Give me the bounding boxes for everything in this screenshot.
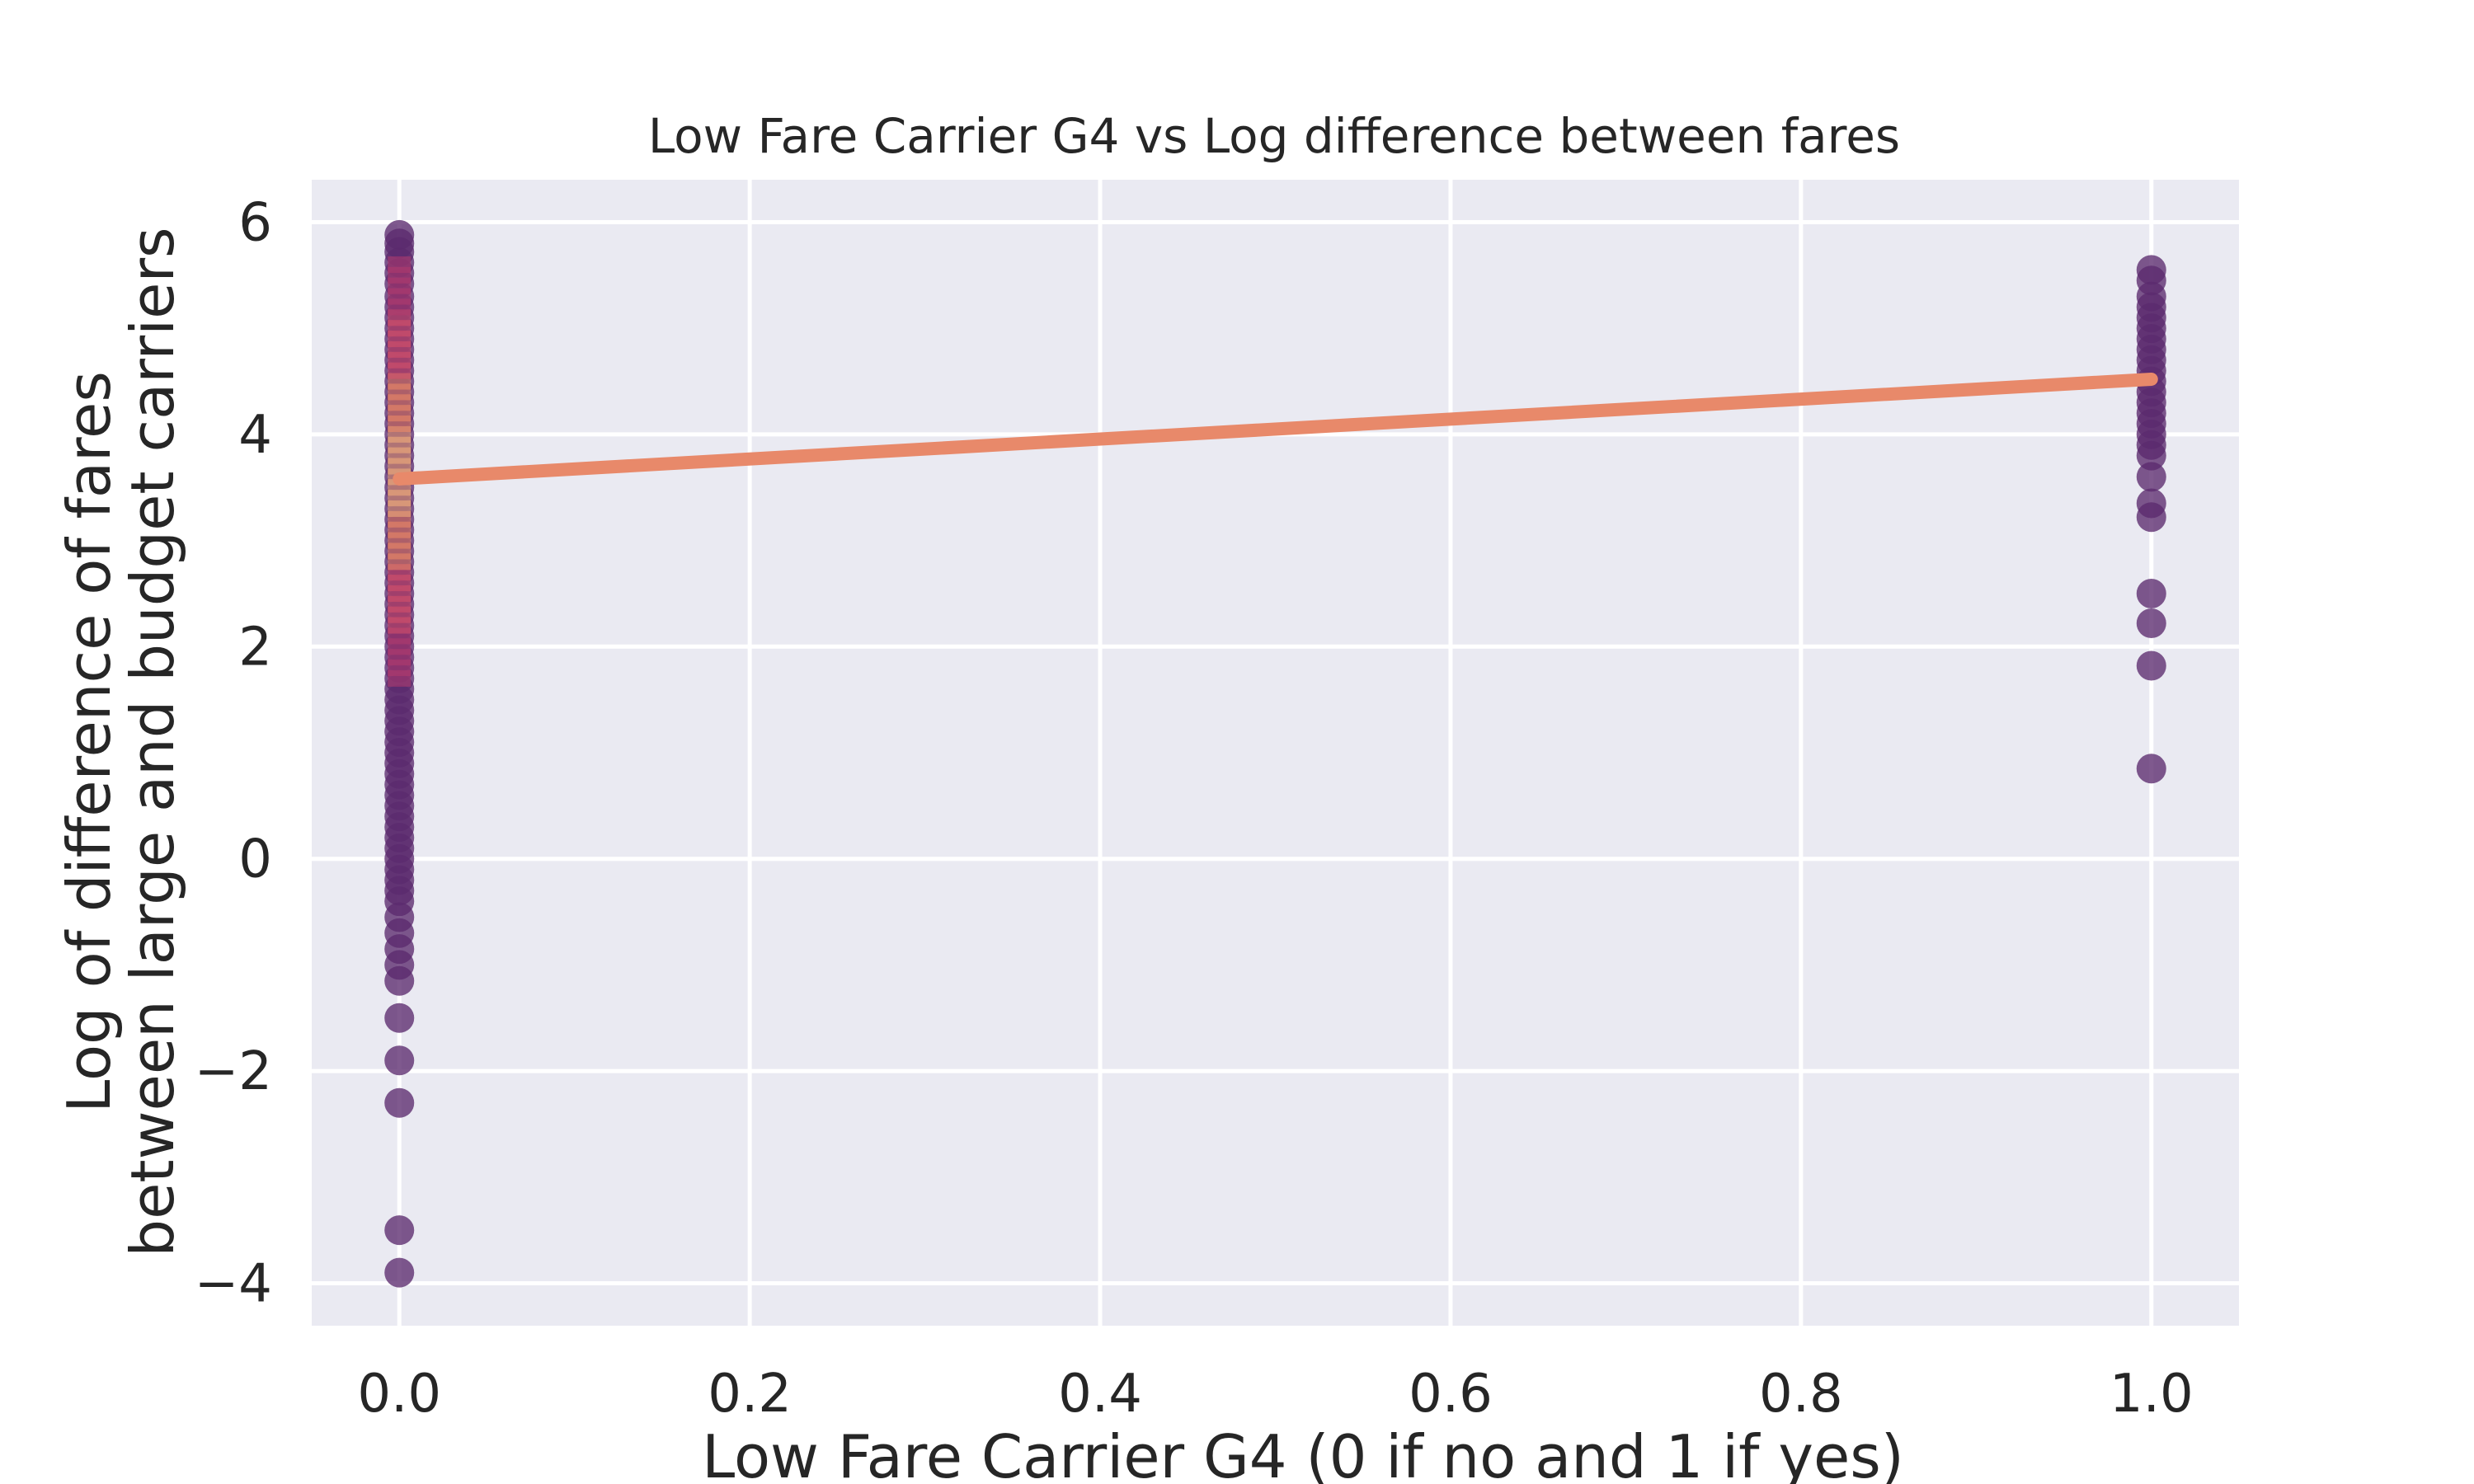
data-point [2136, 754, 2166, 784]
y-axis-label-line-1: Log of difference of fares [54, 371, 124, 1113]
x-tick-label: 0.0 [357, 1364, 441, 1425]
data-point [384, 1215, 415, 1246]
y-tick-labels: −4 −2 0 2 4 6 [195, 192, 272, 1314]
y-tick-label: 6 [238, 192, 272, 253]
regression-line [393, 372, 2158, 486]
y-gridlines [312, 219, 2239, 1286]
x-tick-labels: 0.0 0.2 0.4 0.6 0.8 1.0 [357, 1364, 2193, 1425]
data-point [384, 1003, 415, 1033]
chart-title: Low Fare Carrier G4 vs Log difference be… [648, 108, 1900, 164]
data-point [2136, 502, 2166, 533]
density-band [388, 256, 412, 687]
x-tick-label: 0.6 [1409, 1364, 1493, 1425]
y-axis-label-line-2: between large and budget carriers [118, 227, 187, 1256]
x-axis-label: Low Fare Carrier G4 (0 if no and 1 if ye… [702, 1422, 1904, 1484]
y-tick-label: 2 [238, 617, 272, 678]
data-point [2136, 650, 2166, 681]
data-point [2136, 462, 2166, 492]
y-tick-label: 0 [238, 829, 272, 890]
data-point [384, 965, 415, 996]
y-tick-label: 4 [238, 405, 272, 466]
data-point [384, 1257, 415, 1288]
x-tick-label: 0.2 [708, 1364, 792, 1425]
y-tick-label: −4 [195, 1254, 272, 1315]
x-tick-label: 0.4 [1058, 1364, 1142, 1425]
x-tick-label: 0.8 [1759, 1364, 1843, 1425]
density-segment [388, 256, 412, 273]
data-point [384, 1045, 415, 1076]
data-point [2136, 440, 2166, 471]
y-tick-label: −2 [195, 1041, 272, 1102]
x-tick-label: 1.0 [2109, 1364, 2194, 1425]
plot-background [312, 180, 2239, 1326]
data-point [384, 1087, 415, 1118]
data-point [2136, 578, 2166, 608]
data-point [2136, 608, 2166, 638]
